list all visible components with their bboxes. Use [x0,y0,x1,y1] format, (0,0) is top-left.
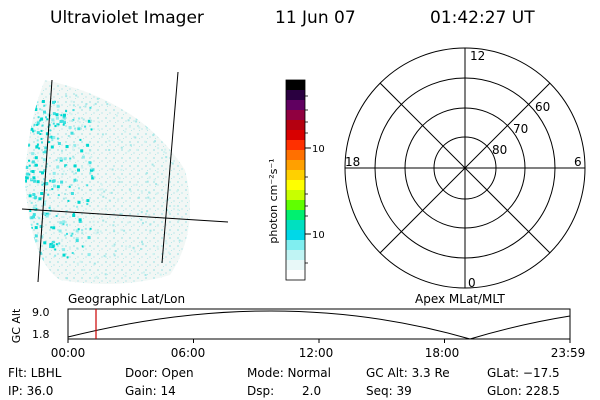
colorbar-segment [286,100,305,111]
colorbar-segment [286,150,305,161]
colorbar-segment [286,160,305,171]
geographic-image [21,71,229,284]
mlt-label-0: 0 [468,276,476,290]
xtick-1200: 12:00 [299,346,334,360]
xtick-0600: 06:00 [171,346,206,360]
polar-grid: 12 0 18 6 60 70 80 [344,47,586,290]
colorbar-segment [286,260,305,271]
mlt-label-6: 6 [574,155,582,169]
lat-label-80: 80 [492,143,507,157]
altitude-curve [67,310,571,340]
instrument-title: Ultraviolet Imager [50,8,204,28]
lat-label-60: 60 [535,100,550,114]
colorbar-segment [286,180,305,191]
gain-info: Gain: 14 [125,384,176,398]
door-info: Door: Open [125,366,194,380]
colorbar-segment [286,90,305,101]
polar-panel-label: Apex MLat/MLT [415,292,505,306]
colorbar-segment [286,270,305,281]
colorbar-segment [286,110,305,121]
colorbar-label-100: 100 [312,144,325,155]
geographic-panel-label: Geographic Lat/Lon [68,292,186,306]
altitude-plot: GC Alt 9.0 1.8 00:00 06:00 12:00 18:00 2… [10,306,586,360]
date-label: 11 Jun 07 [275,8,356,28]
ip-info: IP: 36.0 [8,384,54,398]
altitude-ytick-9: 9.0 [32,306,50,319]
colorbar-segment [286,130,305,141]
mlt-label-18: 18 [345,155,360,169]
glat-info: GLat: −17.5 [487,366,560,380]
gc-alt-info: GC Alt: 3.3 Re [366,366,450,380]
xtick-2359: 23:59 [551,346,586,360]
dsp-label: Dsp: [247,384,275,398]
altitude-ylabel: GC Alt [10,308,23,343]
colorbar-segment [286,120,305,131]
time-label: 01:42:27 UT [430,8,535,28]
altitude-ytick-1.8: 1.8 [32,328,50,341]
mode-info: Mode: Normal [247,366,331,380]
colorbar-segment [286,250,305,261]
colorbar: 100 10 photon cm⁻²s⁻¹ [267,79,325,281]
colorbar-unit: photon cm⁻²s⁻¹ [267,158,280,243]
colorbar-segment [286,80,305,91]
colorbar-segment [286,170,305,181]
colorbar-segment [286,190,305,201]
colorbar-segment [286,140,305,151]
xtick-0000: 00:00 [51,346,86,360]
colorbar-segment [286,200,305,211]
lat-label-70: 70 [513,122,528,136]
mlt-label-12: 12 [470,49,485,63]
colorbar-segment [286,230,305,241]
glon-info: GLon: 228.5 [487,384,560,398]
colorbar-segment [286,220,305,231]
colorbar-label-10: 10 [312,230,325,241]
seq-info: Seq: 39 [366,384,412,398]
colorbar-segment [286,210,305,221]
filter-info: Flt: LBHL [8,366,62,380]
colorbar-segment [286,240,305,251]
dsp-value: 2.0 [302,384,322,398]
xtick-1800: 18:00 [425,346,460,360]
